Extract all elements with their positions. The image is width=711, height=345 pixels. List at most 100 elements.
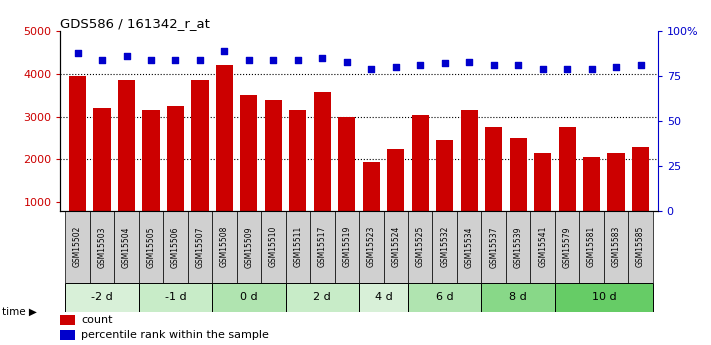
Bar [286, 211, 310, 283]
Text: time ▶: time ▶ [2, 307, 37, 317]
Text: GSM15523: GSM15523 [367, 226, 376, 267]
Bar [338, 117, 356, 245]
Bar [65, 211, 90, 283]
Bar [188, 211, 212, 283]
Point [586, 66, 597, 71]
Bar [363, 161, 380, 245]
Text: GSM15579: GSM15579 [562, 226, 572, 267]
Bar [359, 211, 383, 283]
Bar [167, 106, 184, 245]
Point [145, 57, 156, 62]
Text: GDS586 / 161342_r_at: GDS586 / 161342_r_at [60, 17, 210, 30]
Bar [481, 211, 506, 283]
Bar [60, 330, 75, 340]
Bar [359, 283, 408, 312]
Text: GSM15505: GSM15505 [146, 226, 156, 267]
Text: GSM15541: GSM15541 [538, 226, 547, 267]
Point [610, 64, 621, 70]
Text: GSM15517: GSM15517 [318, 226, 327, 267]
Bar [118, 80, 135, 245]
Point [439, 61, 450, 66]
Point [513, 62, 524, 68]
Text: GSM15524: GSM15524 [391, 226, 400, 267]
Text: GSM15503: GSM15503 [97, 226, 107, 267]
Bar [65, 283, 139, 312]
Bar [286, 283, 359, 312]
Bar [191, 80, 208, 245]
Text: GSM15539: GSM15539 [513, 226, 523, 267]
Bar [534, 153, 551, 245]
Text: GSM15511: GSM15511 [294, 226, 302, 267]
Point [219, 48, 230, 53]
Bar [412, 115, 429, 245]
Text: 8 d: 8 d [509, 293, 527, 303]
Bar [579, 211, 604, 283]
Point [268, 57, 279, 62]
Text: percentile rank within the sample: percentile rank within the sample [81, 330, 269, 340]
Bar [314, 92, 331, 245]
Point [635, 62, 646, 68]
Point [243, 57, 255, 62]
Text: GSM15506: GSM15506 [171, 226, 180, 267]
Bar [114, 211, 139, 283]
Bar [461, 110, 478, 245]
Text: 6 d: 6 d [436, 293, 454, 303]
Bar [583, 157, 600, 245]
Bar [408, 283, 481, 312]
Bar [164, 211, 188, 283]
Text: GSM15507: GSM15507 [196, 226, 205, 267]
Bar [555, 211, 579, 283]
Point [562, 66, 573, 71]
Bar [240, 95, 257, 245]
Bar [139, 211, 164, 283]
Bar [139, 283, 212, 312]
Text: GSM15534: GSM15534 [465, 226, 474, 267]
Text: -1 d: -1 d [165, 293, 186, 303]
Text: GSM15537: GSM15537 [489, 226, 498, 267]
Point [97, 57, 108, 62]
Bar [432, 211, 457, 283]
Bar [90, 211, 114, 283]
Bar [264, 99, 282, 245]
Text: GSM15525: GSM15525 [416, 226, 424, 267]
Point [170, 57, 181, 62]
Point [292, 57, 304, 62]
Text: GSM15519: GSM15519 [342, 226, 351, 267]
Bar [408, 211, 432, 283]
Bar [530, 211, 555, 283]
Bar [506, 211, 530, 283]
Text: GSM15581: GSM15581 [587, 226, 596, 267]
Bar [555, 283, 653, 312]
Text: 4 d: 4 d [375, 293, 392, 303]
Bar [261, 211, 286, 283]
Bar [237, 211, 261, 283]
Text: 2 d: 2 d [314, 293, 331, 303]
Bar [93, 108, 111, 245]
Bar [387, 149, 405, 245]
Point [365, 66, 377, 71]
Point [121, 53, 132, 59]
Bar [604, 211, 629, 283]
Bar [632, 147, 649, 245]
Text: GSM15509: GSM15509 [245, 226, 253, 267]
Text: GSM15502: GSM15502 [73, 226, 82, 267]
Text: GSM15508: GSM15508 [220, 226, 229, 267]
Text: GSM15504: GSM15504 [122, 226, 131, 267]
Bar [481, 283, 555, 312]
Bar [607, 153, 625, 245]
Text: 0 d: 0 d [240, 293, 257, 303]
Bar [510, 138, 527, 245]
Bar [212, 283, 286, 312]
Bar [457, 211, 481, 283]
Text: 10 d: 10 d [592, 293, 616, 303]
Point [537, 66, 548, 71]
Text: GSM15510: GSM15510 [269, 226, 278, 267]
Point [341, 59, 353, 65]
Point [488, 62, 499, 68]
Text: -2 d: -2 d [91, 293, 113, 303]
Bar [436, 140, 454, 245]
Bar [216, 65, 233, 245]
Text: GSM15532: GSM15532 [440, 226, 449, 267]
Bar [485, 127, 502, 245]
Point [390, 64, 402, 70]
